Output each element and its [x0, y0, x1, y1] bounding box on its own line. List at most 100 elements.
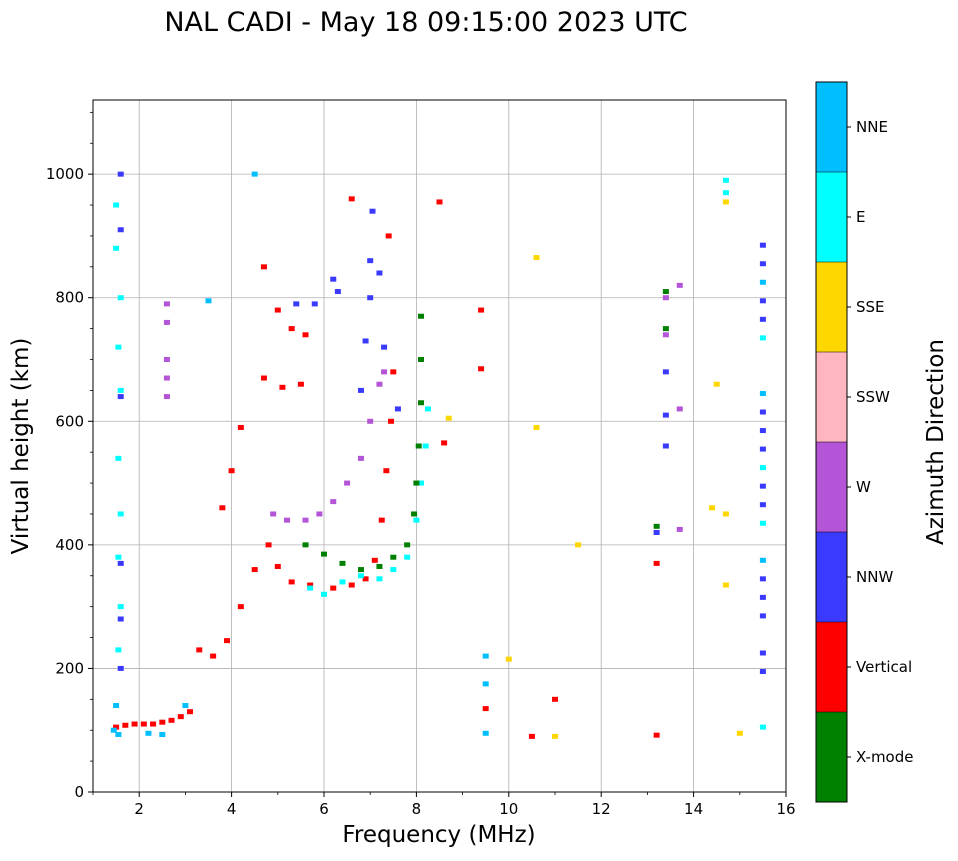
- data-point: [279, 384, 286, 390]
- data-point: [759, 669, 766, 675]
- data-point: [390, 554, 397, 560]
- data-point: [150, 721, 157, 727]
- data-point: [113, 202, 120, 208]
- data-point: [187, 709, 194, 715]
- x-tick-label: 14: [684, 800, 703, 818]
- data-point: [390, 567, 397, 573]
- data-point: [348, 196, 355, 202]
- data-point: [113, 245, 120, 251]
- data-point: [381, 344, 388, 350]
- trace-w: [163, 301, 170, 400]
- trace-sse: [445, 255, 582, 739]
- colorbar-segment: [816, 262, 847, 352]
- data-point: [237, 604, 244, 610]
- data-point: [367, 418, 374, 424]
- data-point: [302, 542, 309, 548]
- trace-w: [270, 369, 388, 523]
- data-point: [759, 483, 766, 489]
- data-point: [424, 406, 431, 412]
- data-point: [482, 653, 489, 659]
- data-point: [662, 326, 669, 332]
- data-point: [367, 258, 374, 264]
- data-point: [445, 415, 452, 421]
- data-point: [339, 560, 346, 566]
- data-point: [478, 307, 485, 313]
- y-tick-label: 0: [74, 783, 84, 801]
- data-point: [676, 406, 683, 412]
- data-point: [759, 428, 766, 434]
- data-point: [339, 579, 346, 585]
- grid-layer: [93, 100, 786, 792]
- data-point: [321, 591, 327, 597]
- data-point: [117, 616, 124, 622]
- trace-nne: [205, 171, 489, 736]
- trace-nnw: [653, 369, 669, 535]
- data-point: [260, 375, 267, 381]
- data-point: [376, 576, 383, 582]
- trace-e: [307, 406, 431, 597]
- y-tick-label: 400: [55, 536, 84, 554]
- data-point: [369, 208, 376, 214]
- data-point: [722, 582, 729, 588]
- data-point: [159, 719, 166, 725]
- data-point: [251, 171, 258, 177]
- data-point: [117, 295, 124, 301]
- trace-nnw: [759, 242, 766, 675]
- data-point: [117, 387, 124, 393]
- data-point: [533, 255, 540, 261]
- data-point: [163, 375, 170, 381]
- data-point: [357, 387, 364, 393]
- data-point: [357, 567, 364, 573]
- data-point: [270, 511, 277, 517]
- trace-vertical: [441, 307, 558, 739]
- data-point: [159, 732, 166, 738]
- data-point: [528, 733, 535, 739]
- data-point: [376, 270, 383, 276]
- x-tick-label: 10: [499, 800, 518, 818]
- trace-x-mode: [302, 313, 425, 573]
- trace-x-mode: [653, 289, 669, 529]
- data-point: [140, 721, 147, 727]
- data-point: [145, 730, 152, 736]
- trace-nne: [759, 279, 766, 563]
- data-point: [759, 335, 766, 341]
- data-point: [505, 656, 512, 662]
- data-point: [362, 338, 369, 344]
- data-point: [662, 412, 669, 418]
- data-point: [413, 480, 420, 486]
- data-point: [228, 468, 235, 474]
- data-point: [482, 681, 489, 687]
- axes-layer: 2 4 6 8 10 12 14 16 0 200 400 600 800 1000: [46, 111, 796, 818]
- data-point: [759, 557, 766, 563]
- data-point: [357, 573, 364, 579]
- data-point: [117, 394, 124, 400]
- data-point: [653, 530, 660, 535]
- data-point: [759, 520, 766, 526]
- data-point: [413, 517, 420, 523]
- trace-e: [113, 202, 124, 653]
- data-point: [759, 279, 766, 285]
- data-point: [662, 443, 669, 449]
- x-tick-label: 16: [776, 800, 795, 818]
- trace-vertical: [219, 196, 443, 511]
- trace-vertical: [113, 709, 194, 730]
- data-point: [713, 381, 720, 387]
- data-point: [722, 199, 729, 205]
- colorbar-frame: [815, 81, 848, 803]
- data-point: [251, 567, 258, 573]
- colorbar-tick-label: Vertical: [856, 658, 912, 676]
- data-point: [411, 511, 418, 517]
- data-point: [478, 366, 485, 372]
- trace-vertical: [653, 560, 660, 738]
- colorbar-tick-label: NNE: [856, 118, 888, 136]
- data-point: [759, 650, 766, 656]
- data-point: [653, 732, 660, 738]
- data-point: [177, 714, 184, 720]
- data-point: [759, 724, 766, 730]
- colorbar-tick-label: E: [856, 208, 865, 226]
- data-point: [196, 647, 203, 653]
- data-point: [552, 733, 558, 739]
- data-point: [131, 721, 138, 727]
